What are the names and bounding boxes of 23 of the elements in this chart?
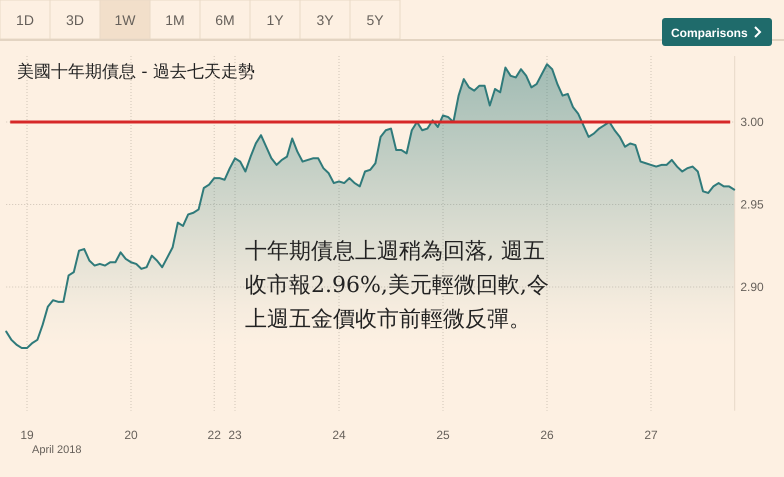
text: April 2018 <box>32 444 82 456</box>
x-tick-label: 23 <box>228 428 242 442</box>
text: 5Y <box>366 12 384 28</box>
y-tick-label: 2.95 <box>740 198 764 212</box>
text: 6M <box>215 12 235 28</box>
x-tick-label: 19 <box>20 428 34 442</box>
chart-title: 美國十年期債息 - 過去七天走勢 <box>17 62 255 82</box>
x-tick-label: 20 <box>124 428 138 442</box>
text: 3Y <box>316 12 334 28</box>
text: 3D <box>66 12 84 28</box>
y-tick-label: 3.00 <box>740 115 764 129</box>
x-tick-label: 22 <box>208 428 222 442</box>
x-tick-label: 25 <box>436 428 450 442</box>
x-tick-label: 27 <box>644 428 658 442</box>
text: 1Y <box>266 12 284 28</box>
annotation: 十年期債息上週稍為回落, 週五收市報2.96%,美元輕微回軟,令上週五金價收市前輕微反彈。 <box>245 239 549 332</box>
text: 1W <box>114 12 136 28</box>
text: 1M <box>165 12 185 28</box>
y-tick-label: 2.90 <box>740 280 764 294</box>
x-tick-label: 24 <box>332 428 346 442</box>
text: Comparisons <box>671 26 748 40</box>
text: 1D <box>16 12 34 28</box>
x-tick-label: 26 <box>540 428 554 442</box>
